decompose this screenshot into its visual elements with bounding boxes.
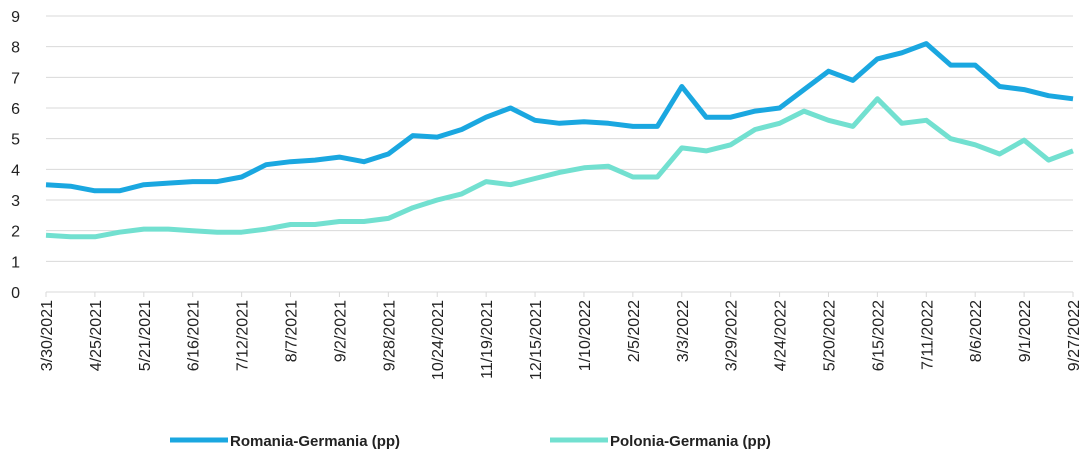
x-tick-label: 7/12/2021	[235, 300, 252, 371]
x-tick-label: 12/15/2021	[528, 300, 545, 380]
y-tick-label: 1	[11, 254, 20, 271]
x-tick-label: 4/25/2021	[88, 300, 105, 371]
y-tick-label: 3	[11, 193, 20, 210]
y-tick-label: 6	[11, 101, 20, 118]
legend-label: Polonia-Germania (pp)	[610, 433, 771, 450]
x-tick-label: 7/11/2022	[919, 300, 936, 370]
x-tick-label: 10/24/2021	[430, 300, 447, 380]
x-tick-label: 2/5/2022	[626, 300, 643, 362]
x-tick-label: 5/20/2022	[821, 300, 838, 371]
x-tick-label: 6/15/2022	[870, 300, 887, 371]
y-tick-label: 9	[11, 9, 20, 26]
x-tick-label: 6/16/2021	[186, 300, 203, 371]
x-tick-label: 9/1/2022	[1017, 300, 1034, 362]
x-tick-label: 11/19/2021	[479, 300, 496, 379]
x-tick-label: 1/10/2022	[577, 300, 594, 371]
x-tick-label: 3/3/2022	[675, 300, 692, 362]
x-tick-label: 9/2/2021	[332, 300, 349, 362]
legend-label: Romania-Germania (pp)	[230, 433, 400, 450]
y-tick-label: 4	[11, 162, 20, 179]
y-tick-label: 5	[11, 132, 20, 149]
x-tick-label: 8/7/2021	[284, 300, 301, 362]
y-tick-label: 7	[11, 70, 20, 87]
y-tick-label: 0	[11, 285, 20, 302]
x-tick-label: 3/29/2022	[724, 300, 741, 371]
x-tick-label: 9/27/2022	[1066, 300, 1083, 371]
x-tick-label: 3/30/2021	[39, 300, 56, 371]
series-line	[45, 41, 1074, 194]
x-tick-label: 5/21/2021	[137, 300, 154, 371]
x-tick-label: 4/24/2022	[773, 300, 790, 371]
series-line	[45, 96, 1074, 240]
y-tick-label: 2	[11, 224, 20, 241]
y-tick-label: 8	[11, 40, 20, 57]
x-tick-label: 8/6/2022	[968, 300, 985, 362]
x-tick-label: 9/28/2021	[381, 300, 398, 371]
